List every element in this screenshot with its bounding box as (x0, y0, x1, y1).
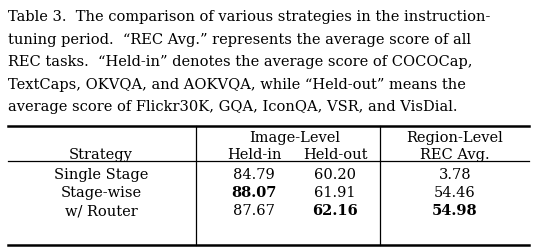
Text: 87.67: 87.67 (233, 204, 275, 218)
Text: Region-Level: Region-Level (407, 131, 503, 145)
Text: Single Stage: Single Stage (54, 168, 148, 182)
Text: Held-out: Held-out (303, 148, 367, 162)
Text: 54.46: 54.46 (434, 186, 476, 200)
Text: TextCaps, OKVQA, and AOKVQA, while “Held-out” means the: TextCaps, OKVQA, and AOKVQA, while “Held… (8, 77, 466, 91)
Text: 88.07: 88.07 (231, 186, 277, 200)
Text: 3.78: 3.78 (439, 168, 471, 182)
Text: w/ Router: w/ Router (64, 204, 137, 218)
Text: Held-in: Held-in (227, 148, 281, 162)
Text: 62.16: 62.16 (312, 204, 358, 218)
Text: average score of Flickr30K, GQA, IconQA, VSR, and VisDial.: average score of Flickr30K, GQA, IconQA,… (8, 100, 458, 114)
Text: tuning period.  “REC Avg.” represents the average score of all: tuning period. “REC Avg.” represents the… (8, 33, 471, 47)
Text: Strategy: Strategy (69, 148, 133, 162)
Text: 84.79: 84.79 (233, 168, 275, 182)
Text: REC Avg.: REC Avg. (420, 148, 490, 162)
Text: Stage-wise: Stage-wise (61, 186, 142, 200)
Text: REC tasks.  “Held-in” denotes the average score of COCOCap,: REC tasks. “Held-in” denotes the average… (8, 55, 473, 69)
Text: 61.91: 61.91 (314, 186, 355, 200)
Text: Image-Level: Image-Level (249, 131, 340, 145)
Text: Table 3.  The comparison of various strategies in the instruction-: Table 3. The comparison of various strat… (8, 10, 490, 24)
Text: 60.20: 60.20 (314, 168, 356, 182)
Text: 54.98: 54.98 (432, 204, 478, 218)
